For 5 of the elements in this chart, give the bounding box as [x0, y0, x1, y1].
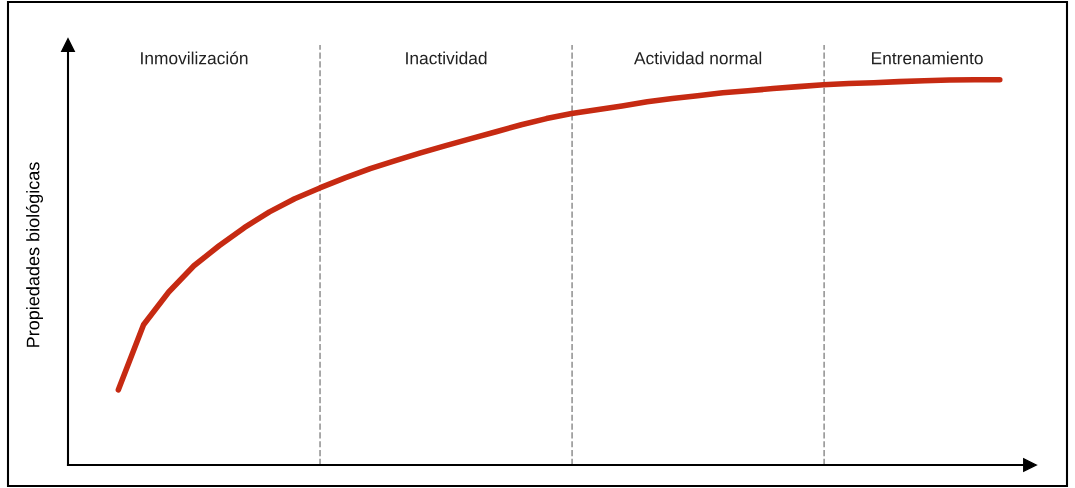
text: Entrenamiento	[872, 51, 983, 65]
y-axis-title: Propiedades biológicas	[25, 162, 43, 347]
text: Actividad normal	[633, 51, 762, 65]
text: Inmovilización	[141, 51, 248, 65]
text: Inactividad	[406, 51, 487, 65]
